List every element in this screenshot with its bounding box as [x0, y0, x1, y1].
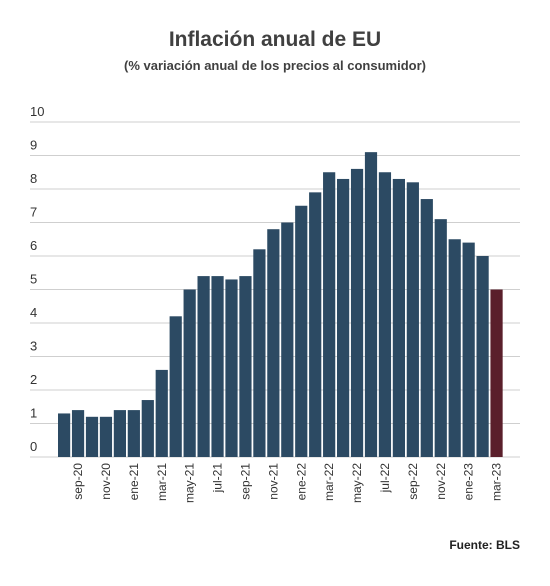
bar [462, 242, 475, 457]
y-tick-label: 7 [30, 205, 37, 220]
y-tick-label: 4 [30, 305, 37, 320]
bar [323, 172, 336, 457]
x-tick-label: ene-22 [294, 463, 308, 501]
bar [169, 316, 182, 457]
bar [406, 182, 419, 458]
y-tick-label: 5 [30, 272, 37, 287]
source-note: Fuente: BLS [449, 538, 520, 552]
chart-title: Inflación anual de EU [168, 28, 382, 51]
x-tick-label: mar-23 [490, 463, 504, 501]
bar [71, 410, 85, 457]
x-tick-label: may-22 [350, 463, 364, 503]
bar [350, 168, 364, 457]
bar [239, 276, 252, 457]
y-tick-label: 8 [30, 171, 37, 186]
bar [58, 413, 71, 457]
bar [267, 229, 280, 457]
y-tick-label: 10 [30, 104, 44, 119]
bar [113, 410, 126, 457]
x-tick-label: nov-20 [99, 463, 113, 500]
bar [155, 369, 168, 457]
bar [364, 152, 378, 457]
x-tick-label: sep-20 [71, 463, 85, 500]
bar [392, 178, 405, 457]
bar [476, 256, 489, 457]
bar [141, 400, 154, 457]
x-tick-label: nov-21 [266, 463, 280, 500]
x-tick-label: jul-21 [211, 463, 225, 494]
chart-subtitle: (% variación anual de los precios al con… [124, 58, 426, 73]
bar [253, 249, 266, 457]
bar [295, 205, 308, 457]
bar [434, 219, 447, 457]
x-tick-label: nov-22 [434, 463, 448, 500]
bar [127, 410, 140, 457]
x-tick-label: ene-21 [127, 463, 141, 501]
x-tick-label: mar-22 [322, 463, 336, 501]
bar [225, 279, 238, 457]
bar [420, 199, 433, 458]
bar [448, 239, 461, 457]
bar [197, 276, 210, 457]
bar [490, 289, 503, 457]
x-tick-label: ene-23 [462, 463, 476, 501]
y-tick-label: 2 [30, 372, 37, 387]
bar [99, 416, 113, 457]
bar [183, 289, 196, 457]
x-tick-label: sep-21 [238, 463, 252, 500]
y-tick-label: 3 [30, 339, 37, 354]
x-tick-label: jul-22 [378, 463, 392, 494]
bar [337, 178, 350, 457]
x-tick-label: sep-22 [406, 463, 420, 500]
y-tick-label: 1 [30, 406, 37, 421]
bar [211, 276, 224, 457]
y-tick-label: 9 [30, 138, 37, 153]
y-tick-label: 0 [30, 439, 37, 454]
x-tick-label: may-21 [183, 463, 197, 503]
y-tick-label: 6 [30, 238, 37, 253]
bar [281, 222, 294, 457]
bar [309, 192, 322, 457]
bar [378, 172, 392, 457]
x-tick-label: mar-21 [155, 463, 169, 501]
bar [85, 416, 99, 457]
